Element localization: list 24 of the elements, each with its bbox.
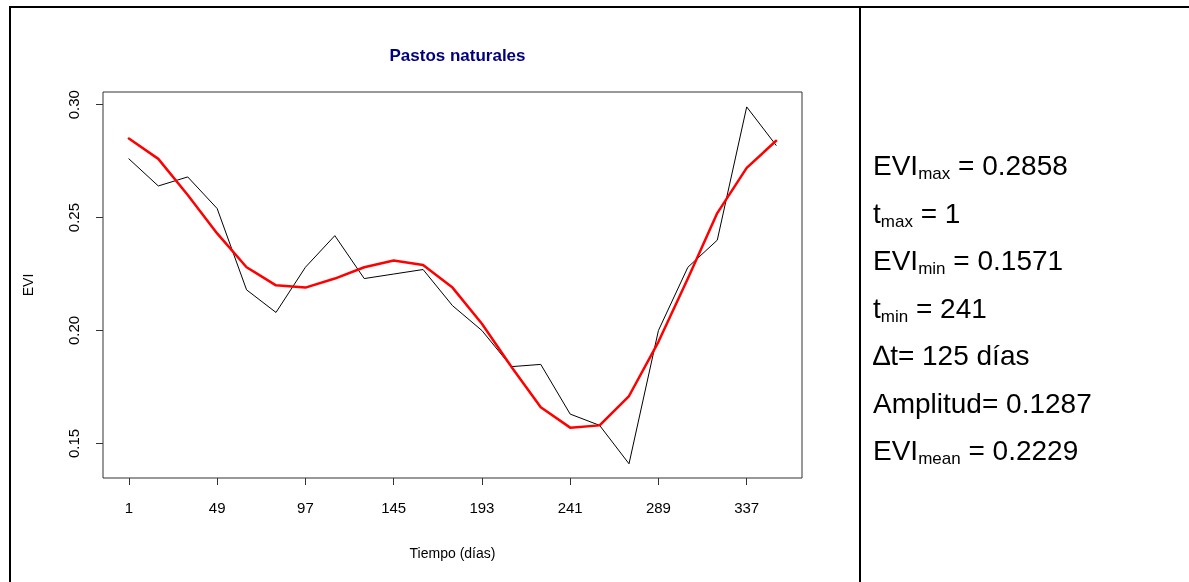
line-series <box>128 106 777 465</box>
x-axis-title: Tiempo (días) <box>409 545 496 561</box>
x-tick-label: 289 <box>645 499 671 516</box>
text: t$_{min}$ = 241 <box>873 291 988 328</box>
y-tick-label: 0.30 <box>65 90 82 120</box>
line-series <box>127 137 778 429</box>
text: EVI$_{mean}$ = 0.2229 <box>873 434 1080 470</box>
y-axis-title: EVI <box>20 273 36 297</box>
x-tick-label: 193 <box>469 499 495 516</box>
chart-title: Pastos naturales <box>389 46 526 65</box>
y-tick-label: 0.15 <box>65 428 82 459</box>
x-tick-label: 97 <box>297 499 314 516</box>
text: EVI$_{max}$ = 0.2858 <box>873 149 1069 185</box>
text: t$_{max}$ = 1 <box>873 196 962 233</box>
x-tick-label: 337 <box>734 499 760 516</box>
y-tick-label: 0.25 <box>65 202 82 233</box>
text: EVI$_{min}$ = 0.1571 <box>873 244 1065 280</box>
x-tick-label: 145 <box>381 499 407 516</box>
x-tick-label: 1 <box>124 499 134 516</box>
x-tick-label: 241 <box>557 499 583 516</box>
x-tick-label: 49 <box>208 499 226 516</box>
text: Amplitud= 0.1287 <box>873 386 1092 421</box>
text: ∆t= 125 días <box>873 339 1031 373</box>
y-tick-label: 0.20 <box>65 315 82 346</box>
